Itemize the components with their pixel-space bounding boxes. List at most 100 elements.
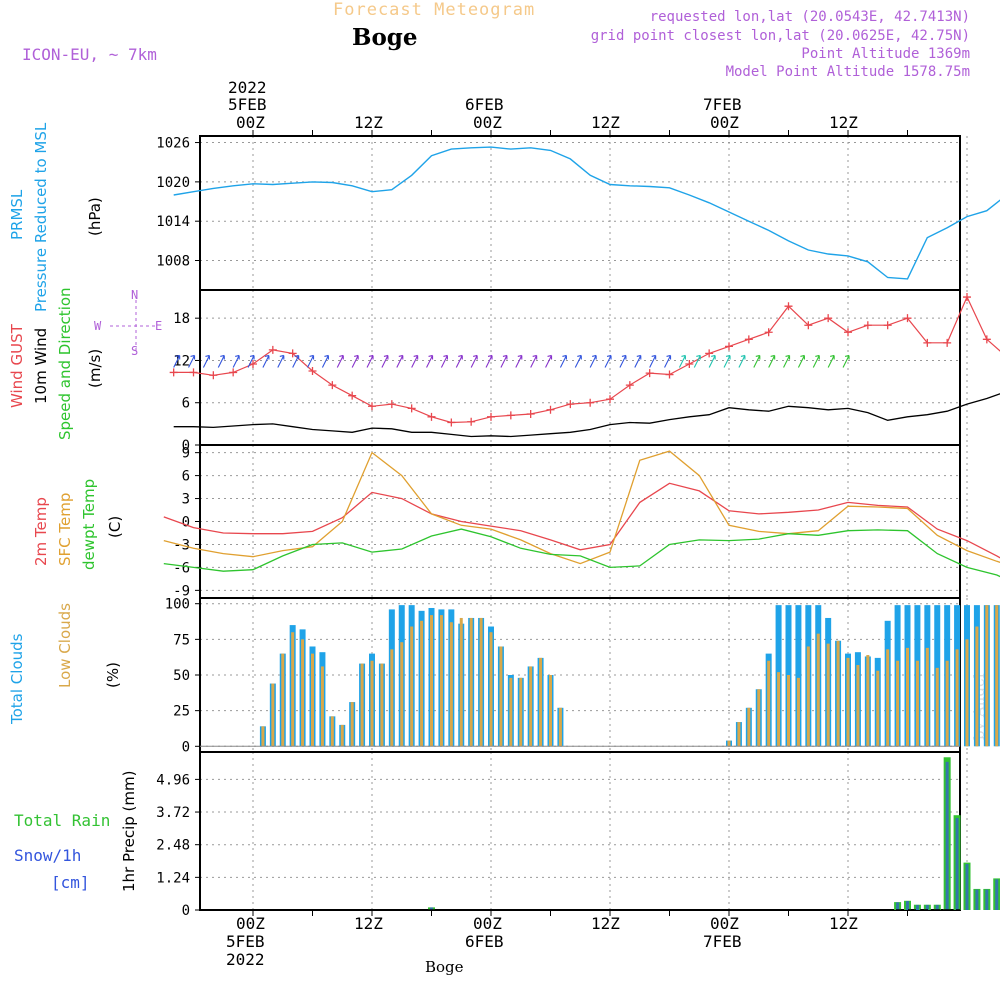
wind-arrow <box>664 354 672 368</box>
bottom-date-2: 6FEB <box>465 932 504 951</box>
y-tick-label: -6 <box>173 560 190 576</box>
snow-bar <box>896 902 900 910</box>
snow-bar <box>915 904 919 910</box>
low-cloud-bar <box>955 649 959 747</box>
wind10-line <box>173 393 1000 438</box>
low-cloud-bar <box>281 653 285 747</box>
wind-arrow <box>336 354 344 368</box>
y-tick-label: 0 <box>182 515 190 531</box>
y-tick-label: 75 <box>173 632 190 648</box>
model-altitude: Model Point Altitude 1578.75m <box>725 64 970 80</box>
snow-bar <box>925 904 929 910</box>
gust-point <box>863 321 872 330</box>
top-hour-6: 12Z <box>829 113 858 132</box>
gust-point <box>407 404 416 413</box>
low-cloud-bar <box>529 666 533 747</box>
low-cloud-bar <box>420 620 424 747</box>
wind-arrow <box>559 354 567 368</box>
low-cloud-bar <box>727 740 731 747</box>
wind-arrow <box>708 354 716 368</box>
low-cloud-bar <box>975 626 979 747</box>
low-cloud-bar <box>291 632 295 747</box>
pressure-line <box>173 146 1000 280</box>
y-tick-label: 12 <box>173 353 190 369</box>
wind-arrow <box>173 354 181 368</box>
low-cloud-bar <box>787 675 790 747</box>
low-cloud-bar <box>519 677 523 747</box>
low-cloud-bar <box>816 633 820 747</box>
gust-point <box>982 335 991 344</box>
gust-point <box>447 418 456 427</box>
t2m-line <box>163 482 1000 559</box>
y-tick-label: 1008 <box>156 254 190 270</box>
wind-arrow <box>500 354 508 368</box>
point-altitude: Point Altitude 1369m <box>801 46 970 62</box>
top-year: 2022 <box>228 78 267 97</box>
wind-arrow <box>723 354 731 368</box>
bottom-hour-2: 12Z <box>354 914 383 933</box>
gust-point <box>348 391 357 400</box>
gust-point <box>665 370 674 379</box>
gust-point <box>903 314 912 323</box>
bottom-hour-3: 00Z <box>473 914 502 933</box>
low-cloud-bar <box>410 626 414 747</box>
top-hour-3: 00Z <box>473 113 502 132</box>
gust-point <box>685 359 694 368</box>
gust-point <box>804 321 813 330</box>
y-tick-label: 9 <box>182 446 190 462</box>
gust-line <box>173 295 1000 424</box>
y-tick-label: 50 <box>173 668 190 684</box>
wind-arrow <box>530 354 538 368</box>
low-cloud-bar <box>846 657 850 747</box>
wind-arrow <box>470 354 478 368</box>
snow-bar <box>955 818 959 910</box>
y-tick-label: 1.24 <box>156 870 190 886</box>
y-tick-label: 18 <box>173 311 190 327</box>
wind-arrow <box>827 354 835 368</box>
low-cloud-bar <box>737 722 741 747</box>
compass-n: N <box>131 288 139 302</box>
gust-point <box>784 302 793 311</box>
wind-arrow <box>589 354 597 368</box>
gust-point <box>368 402 376 411</box>
top-date-1: 5FEB <box>228 95 267 114</box>
gust-point <box>229 368 238 377</box>
gust-point <box>606 395 614 404</box>
chart-title: Forecast Meteogram <box>333 0 536 20</box>
wind-arrow <box>277 354 285 368</box>
y-tick-label: 3.72 <box>156 805 190 821</box>
sfc-temp-line <box>163 450 1000 565</box>
total-cloud-bar <box>795 605 802 747</box>
snow-bar <box>965 864 969 910</box>
low-cloud-bar <box>935 667 939 747</box>
compass-e: E <box>155 319 163 333</box>
top-date-3: 7FEB <box>703 95 742 114</box>
low-cloud-bar <box>499 646 503 747</box>
bottom-hour-1: 00Z <box>236 914 265 933</box>
low-cloud-bar <box>459 617 463 747</box>
wind-arrow <box>292 354 300 368</box>
low-cloud-bar <box>311 653 314 747</box>
low-cloud-bar <box>340 724 344 747</box>
bottom-hour-5: 00Z <box>710 914 739 933</box>
low-cloud-bar <box>856 665 860 747</box>
y-tick-label: -9 <box>173 583 190 599</box>
wind-arrow <box>753 354 761 368</box>
wind-arrow <box>321 354 329 368</box>
wind-arrow <box>693 354 701 368</box>
low-cloud-bar <box>380 663 384 747</box>
precip-rain-label: Total Rain <box>14 811 111 830</box>
low-cloud-bar <box>806 646 810 747</box>
gust-point <box>169 368 178 377</box>
gust-point <box>883 321 892 330</box>
wind-arrow <box>574 354 582 368</box>
model-label: ICON-EU, ~ 7km <box>22 45 157 64</box>
top-hour-1: 00Z <box>236 113 265 132</box>
panel-frame-1 <box>199 135 961 291</box>
snow-bar <box>995 879 999 910</box>
gust-point <box>943 338 952 347</box>
wind-arrow <box>247 354 255 368</box>
y-tick-label: 1026 <box>156 136 190 152</box>
gust-point <box>268 345 277 354</box>
low-cloud-bar <box>866 655 870 747</box>
